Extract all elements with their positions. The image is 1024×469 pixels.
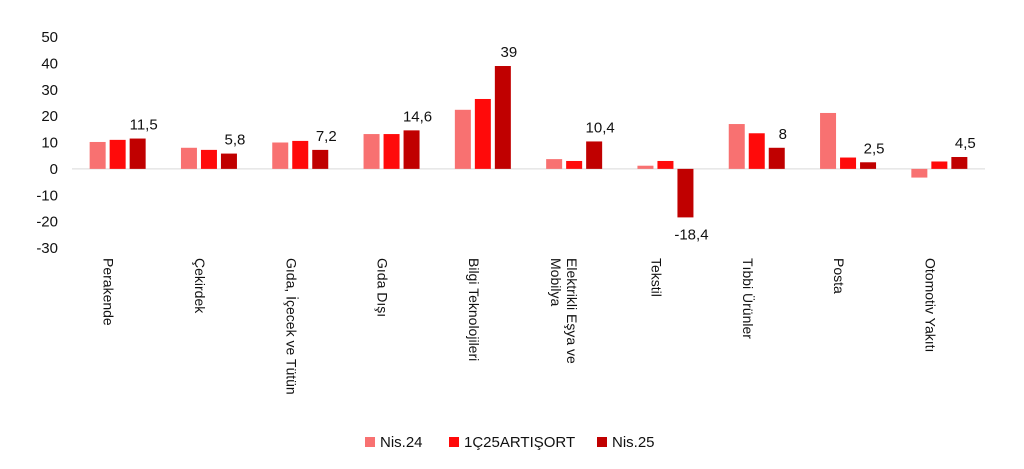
bar bbox=[363, 134, 380, 169]
y-tick-label: 10 bbox=[41, 135, 58, 152]
bar bbox=[292, 140, 309, 169]
bar bbox=[546, 159, 563, 169]
data-label: 4,5 bbox=[955, 135, 976, 152]
legend-label: Nis.24 bbox=[380, 434, 423, 451]
bar bbox=[768, 147, 785, 169]
category-label: Bilgi Teknolojileri bbox=[466, 258, 482, 361]
category-label-line: Elektrikli Eşya ve bbox=[564, 258, 580, 364]
data-label: 39 bbox=[501, 44, 518, 61]
bar bbox=[89, 141, 106, 169]
y-tick-label: -10 bbox=[36, 187, 58, 204]
data-label: 2,5 bbox=[864, 140, 885, 157]
bar bbox=[931, 161, 948, 169]
bar bbox=[748, 133, 765, 169]
data-label: 5,8 bbox=[225, 132, 246, 149]
bar bbox=[383, 134, 400, 169]
bar bbox=[566, 160, 583, 169]
bars bbox=[89, 66, 968, 218]
y-tick-label: 0 bbox=[50, 161, 58, 178]
bar bbox=[454, 109, 471, 169]
y-tick-label: -20 bbox=[36, 214, 58, 231]
bar bbox=[494, 66, 511, 169]
legend-swatch bbox=[597, 437, 607, 447]
category-label: Posta bbox=[831, 258, 847, 294]
category-label: Elektrikli Eşya veMobilya bbox=[548, 258, 580, 364]
bar bbox=[820, 112, 837, 169]
category-label: Gıda Dışı bbox=[375, 258, 391, 317]
data-labels: 11,5 5,8 7,2 14,6 39 10,4 -18,4 8 2,5 4,5 bbox=[130, 44, 976, 243]
bar bbox=[312, 149, 329, 169]
y-tick-label: 40 bbox=[41, 55, 58, 72]
y-axis-ticks: 50 40 30 20 10 0 -10 -20 -30 bbox=[36, 29, 58, 257]
bar bbox=[637, 165, 654, 169]
bar bbox=[109, 139, 126, 169]
legend: Nis.24 1Ç25ARTIŞORT Nis.25 bbox=[365, 434, 655, 451]
bar bbox=[728, 124, 745, 169]
legend-swatch bbox=[365, 437, 375, 447]
category-label-line: Mobilya bbox=[548, 258, 564, 306]
data-label: 7,2 bbox=[316, 128, 337, 145]
data-label: 11,5 bbox=[130, 117, 158, 134]
category-labels: Perakende Çekirdek Gıda, İçecek ve Tütün Gı… bbox=[101, 258, 939, 395]
legend-swatch bbox=[449, 437, 459, 447]
y-tick-label: 30 bbox=[41, 82, 58, 99]
bar bbox=[860, 162, 877, 169]
category-label: Çekirdek bbox=[192, 258, 208, 314]
category-label: Gıda, İçecek ve Tütün bbox=[283, 258, 300, 395]
bar bbox=[272, 142, 289, 169]
bar bbox=[911, 168, 928, 178]
y-tick-label: 50 bbox=[41, 29, 58, 46]
y-tick-label: 20 bbox=[41, 108, 58, 125]
category-label: Otomotiv Yakıtı bbox=[922, 258, 938, 352]
data-label: 10,4 bbox=[586, 119, 615, 136]
category-label: Tıbbi Ürünler bbox=[740, 258, 757, 339]
bar bbox=[220, 153, 237, 169]
bar bbox=[677, 168, 694, 218]
legend-label: 1Ç25ARTIŞORT bbox=[464, 434, 575, 451]
bar bbox=[586, 141, 603, 169]
bar bbox=[951, 157, 968, 169]
bar bbox=[180, 147, 197, 169]
bar bbox=[474, 98, 491, 169]
bar bbox=[403, 130, 420, 169]
category-label: Tekstil bbox=[648, 258, 664, 297]
data-label: 14,6 bbox=[403, 108, 432, 125]
y-tick-label: -30 bbox=[36, 240, 58, 257]
legend-label: Nis.25 bbox=[612, 434, 655, 451]
bar bbox=[129, 138, 146, 169]
category-label: Perakende bbox=[101, 258, 117, 326]
bar bbox=[657, 160, 674, 169]
bar bbox=[200, 149, 217, 169]
data-label: -18,4 bbox=[674, 226, 708, 243]
data-label: 8 bbox=[779, 126, 787, 143]
bar bbox=[840, 157, 857, 169]
